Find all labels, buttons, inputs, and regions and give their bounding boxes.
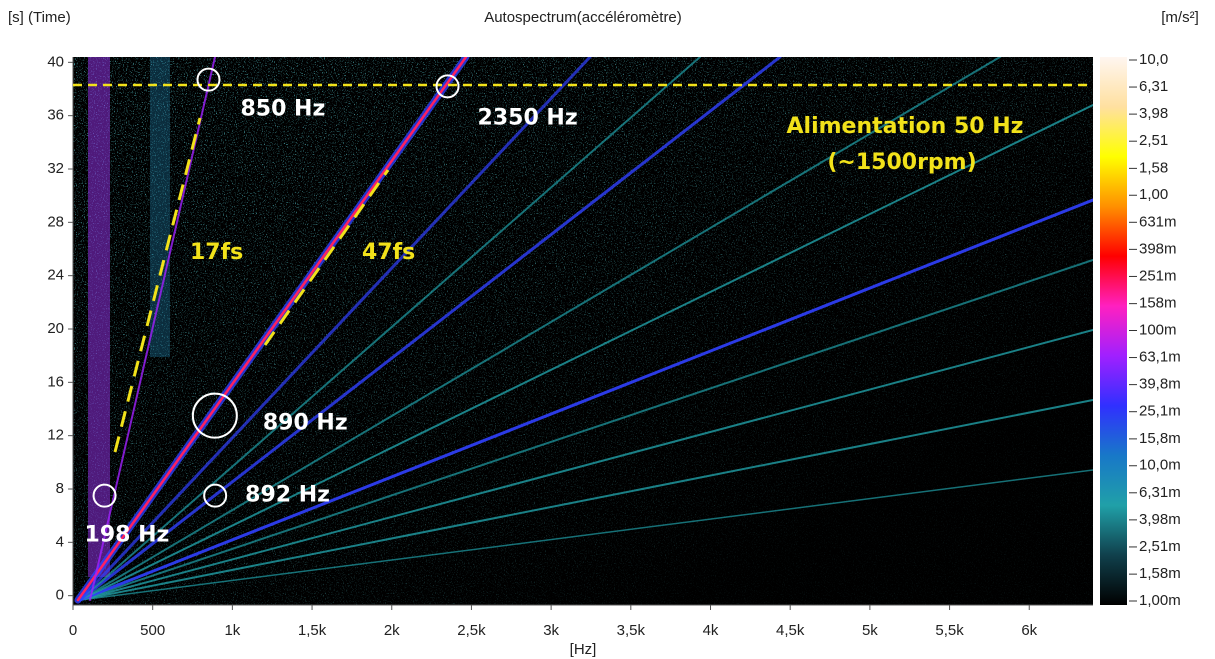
colorbar-tick-label: 398m — [1139, 240, 1177, 257]
colorbar-tick-label: 631m — [1139, 213, 1177, 230]
x-tick-label: 3,5k — [617, 622, 646, 639]
colorbar-tick-label: 25,1m — [1139, 403, 1181, 420]
x-tick-label: 1k — [224, 622, 240, 639]
annotation-circle — [191, 392, 238, 439]
colorbar-tick-label: 10,0m — [1139, 457, 1181, 474]
trace — [79, 104, 1093, 601]
x-tick-label: 6k — [1021, 622, 1037, 639]
colorbar-tick-label: 1,00 — [1139, 186, 1168, 203]
spectrogram — [73, 57, 1093, 605]
x-axis-label: [Hz] — [570, 641, 597, 658]
order-guides — [113, 117, 390, 453]
low-band — [88, 57, 110, 577]
noise-texture — [73, 57, 1093, 605]
trace — [79, 57, 701, 601]
x-tick-label: 500 — [140, 622, 165, 639]
annotation-label: 850 Hz — [240, 97, 325, 122]
x-tick-label: 0 — [69, 622, 77, 639]
annotation-label: 2350 Hz — [478, 105, 578, 130]
y-tick-label: 28 — [47, 213, 64, 230]
x-tick-label: 4k — [703, 622, 719, 639]
x-tick-label: 5k — [862, 622, 878, 639]
x-tick-label: 4,5k — [776, 622, 805, 639]
annotation-label: 892 Hz — [245, 483, 330, 508]
colorbar-tick-label: 2,51 — [1139, 132, 1168, 149]
y-tick-label: 40 — [47, 53, 64, 70]
annotation-circle — [435, 74, 460, 99]
trace — [79, 399, 1093, 601]
colorbar-tick-label: 2,51m — [1139, 538, 1181, 555]
trace — [79, 329, 1093, 601]
x-tick-label: 3k — [543, 622, 559, 639]
y-tick-label: 8 — [56, 480, 64, 497]
trace — [78, 57, 592, 602]
annotation-label: 890 Hz — [263, 411, 348, 436]
colorbar-label: [m/s²] — [1161, 9, 1199, 26]
trace — [79, 57, 1001, 601]
annotation-supply: Alimentation 50 Hz — [787, 114, 1024, 139]
x-tick-label: 2k — [384, 622, 400, 639]
colorbar-tick-label: 251m — [1139, 267, 1177, 284]
low-band — [150, 57, 170, 357]
guide-17fs — [113, 117, 202, 453]
trace — [79, 469, 1093, 601]
colorbar-tick-label: 3,98m — [1139, 511, 1181, 528]
y-tick-label: 4 — [56, 533, 64, 550]
colorbar-tick-label: 1,58m — [1139, 565, 1181, 582]
y-tick-label: 32 — [47, 160, 64, 177]
colorbar-tick-label: 3,98 — [1139, 105, 1168, 122]
y-tick-label: 24 — [47, 267, 64, 284]
x-tick-label: 1,5k — [298, 622, 327, 639]
guide-47fs — [263, 169, 390, 346]
colorbar-tick-label: 100m — [1139, 321, 1177, 338]
trace — [78, 198, 1093, 602]
annotation-circle — [92, 483, 117, 508]
chart-title: Autospectrum(accéléromètre) — [484, 9, 682, 26]
y-tick-label: 0 — [56, 587, 64, 604]
annotation-47fs: 47fs — [362, 240, 415, 265]
x-tick-label: 5,5k — [935, 622, 964, 639]
annotation-circle — [196, 67, 221, 92]
y-tick-label: 16 — [47, 373, 64, 390]
colorbar-tick-label: 39,8m — [1139, 376, 1181, 393]
trace — [76, 57, 468, 602]
colorbar-tick-label: 15,8m — [1139, 430, 1181, 447]
order-traces — [74, 57, 1093, 604]
x-tick-label: 2,5k — [457, 622, 486, 639]
trace — [78, 57, 782, 602]
annotation-label: 198 Hz — [85, 523, 170, 548]
annotation-rpm: (~1500rpm) — [827, 150, 976, 175]
colorbar-tick-label: 6,31 — [1139, 78, 1168, 95]
annotation-circle — [203, 483, 228, 508]
colorbar-tick-label: 1,58 — [1139, 159, 1168, 176]
trace — [79, 259, 1093, 601]
colorbar-tick-label: 1,00m — [1139, 592, 1181, 609]
trace — [89, 57, 216, 601]
y-tick-label: 12 — [47, 427, 64, 444]
colorbar-tick-label: 63,1m — [1139, 349, 1181, 366]
annotation-17fs: 17fs — [190, 240, 243, 265]
y-axis-label: [s] (Time) — [8, 9, 71, 26]
y-tick-label: 20 — [47, 320, 64, 337]
colorbar-tick-label: 6,31m — [1139, 484, 1181, 501]
colorbar-tick-label: 10,0 — [1139, 51, 1168, 68]
colorbar-tick-label: 158m — [1139, 295, 1177, 312]
colorbar — [1100, 57, 1127, 605]
y-tick-label: 36 — [47, 107, 64, 124]
